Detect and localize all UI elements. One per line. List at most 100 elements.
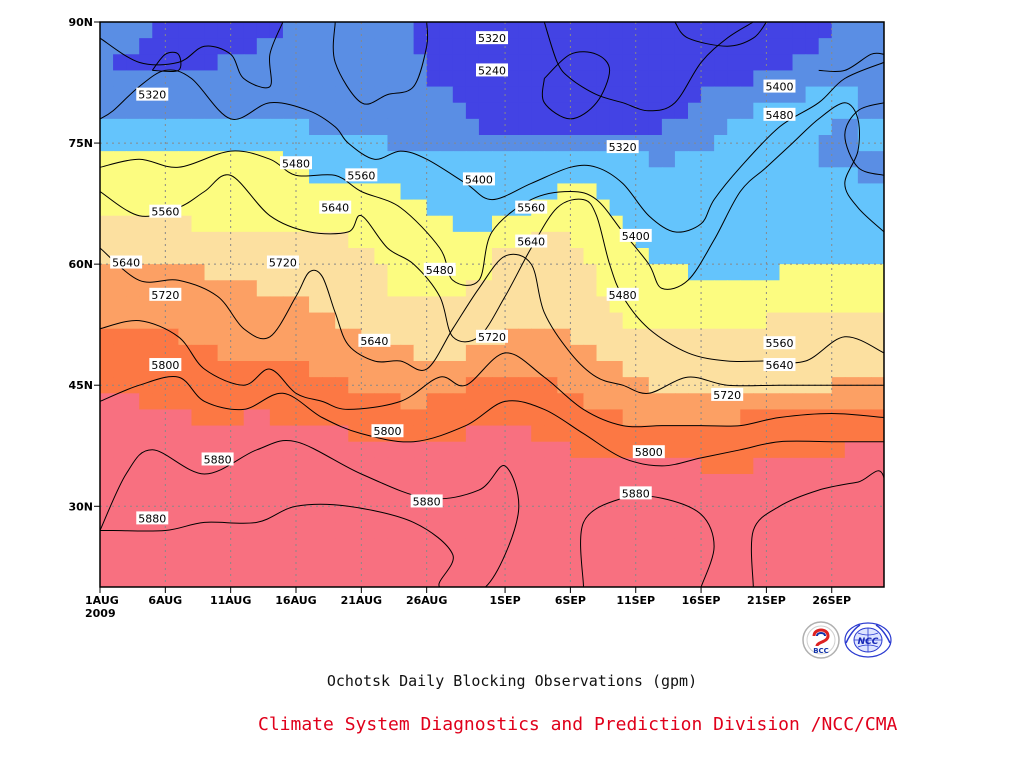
field-cell bbox=[570, 554, 585, 572]
field-cell bbox=[413, 474, 428, 491]
field-cell bbox=[792, 167, 807, 185]
field-cell bbox=[322, 118, 336, 136]
field-cell bbox=[661, 538, 676, 556]
field-cell bbox=[596, 22, 611, 39]
field-cell bbox=[531, 538, 545, 556]
field-cell bbox=[426, 441, 441, 459]
field-cell bbox=[831, 199, 846, 217]
field-cell bbox=[374, 312, 389, 330]
field-cell bbox=[727, 151, 741, 168]
field-cell bbox=[635, 38, 650, 55]
field-cell bbox=[374, 70, 389, 88]
field-cell bbox=[557, 280, 571, 298]
field-cell bbox=[544, 425, 558, 443]
contour-labels: 5320524053205400548054805560532054005560… bbox=[110, 31, 796, 525]
field-cell bbox=[596, 490, 611, 507]
field-cell bbox=[152, 22, 166, 39]
field-cell bbox=[400, 570, 415, 587]
field-cell bbox=[544, 328, 558, 346]
contour-label: 5640 bbox=[319, 200, 352, 215]
field-cell bbox=[531, 361, 545, 378]
field-cell bbox=[583, 86, 598, 104]
field-cell bbox=[152, 457, 166, 475]
field-cell bbox=[688, 167, 702, 185]
field-cell bbox=[256, 457, 271, 475]
field-cell bbox=[374, 54, 389, 72]
field-cell bbox=[596, 474, 611, 491]
field-cell bbox=[465, 264, 480, 281]
field-cell bbox=[204, 199, 219, 217]
field-cell bbox=[165, 409, 179, 427]
field-cell bbox=[570, 151, 585, 168]
field-cell bbox=[243, 457, 258, 475]
field-cell bbox=[505, 118, 519, 136]
field-cell bbox=[740, 86, 754, 104]
field-cell bbox=[230, 409, 245, 427]
field-cell bbox=[387, 554, 402, 572]
field-cell bbox=[178, 312, 193, 330]
field-cell bbox=[505, 377, 519, 394]
field-cell bbox=[674, 522, 689, 540]
field-cell bbox=[622, 54, 637, 72]
field-cell bbox=[361, 231, 375, 249]
field-cell bbox=[753, 38, 767, 55]
field-cell bbox=[805, 118, 820, 136]
field-cell bbox=[165, 248, 179, 265]
field-cell bbox=[269, 361, 284, 378]
field-cell bbox=[230, 264, 245, 281]
field-cell bbox=[374, 522, 389, 540]
field-cell bbox=[152, 474, 166, 491]
field-cell bbox=[230, 296, 245, 314]
field-cell bbox=[400, 280, 415, 298]
field-cell bbox=[243, 522, 258, 540]
field-cell bbox=[139, 441, 153, 459]
field-cell bbox=[217, 377, 232, 394]
field-cell bbox=[165, 151, 179, 168]
contour-label: 5640 bbox=[358, 333, 391, 348]
field-cell bbox=[557, 199, 571, 217]
field-cell bbox=[361, 199, 375, 217]
field-cell bbox=[309, 248, 323, 265]
field-cell bbox=[805, 264, 820, 281]
field-cell bbox=[348, 199, 362, 217]
field-cell bbox=[269, 425, 284, 443]
field-cell bbox=[596, 506, 611, 524]
contour-label-text: 5400 bbox=[465, 173, 493, 186]
field-cell bbox=[766, 215, 781, 233]
field-cell bbox=[191, 38, 206, 55]
field-cell bbox=[126, 135, 140, 152]
field-cell bbox=[465, 215, 480, 233]
field-cell bbox=[661, 70, 676, 88]
field-cell bbox=[674, 135, 689, 152]
field-cell bbox=[714, 474, 728, 491]
field-cell bbox=[426, 70, 441, 88]
field-cell bbox=[857, 231, 872, 249]
field-cell bbox=[792, 22, 807, 39]
field-cell bbox=[674, 102, 689, 120]
contour-label-text: 5640 bbox=[517, 236, 545, 249]
field-cell bbox=[139, 554, 153, 572]
field-cell bbox=[113, 393, 127, 411]
x-tick-label: 26SEP bbox=[812, 594, 851, 607]
field-cell bbox=[818, 522, 833, 540]
field-cell bbox=[857, 296, 872, 314]
field-cell bbox=[570, 457, 585, 475]
field-cell bbox=[844, 38, 859, 55]
field-cell bbox=[282, 70, 297, 88]
field-cell bbox=[139, 377, 153, 394]
field-cell bbox=[648, 231, 663, 249]
field-cell bbox=[714, 570, 728, 587]
field-cell bbox=[609, 183, 624, 201]
field-cell bbox=[478, 538, 493, 556]
x-tick-label: 1AUG bbox=[85, 594, 119, 607]
field-cell bbox=[727, 474, 741, 491]
field-cell bbox=[191, 377, 206, 394]
field-cell bbox=[426, 554, 441, 572]
field-cell bbox=[217, 393, 232, 411]
field-cell bbox=[779, 280, 794, 298]
field-cell bbox=[413, 151, 428, 168]
field-cell bbox=[178, 409, 193, 427]
field-cell bbox=[217, 118, 232, 136]
field-cell bbox=[426, 151, 441, 168]
field-cell bbox=[557, 409, 571, 427]
